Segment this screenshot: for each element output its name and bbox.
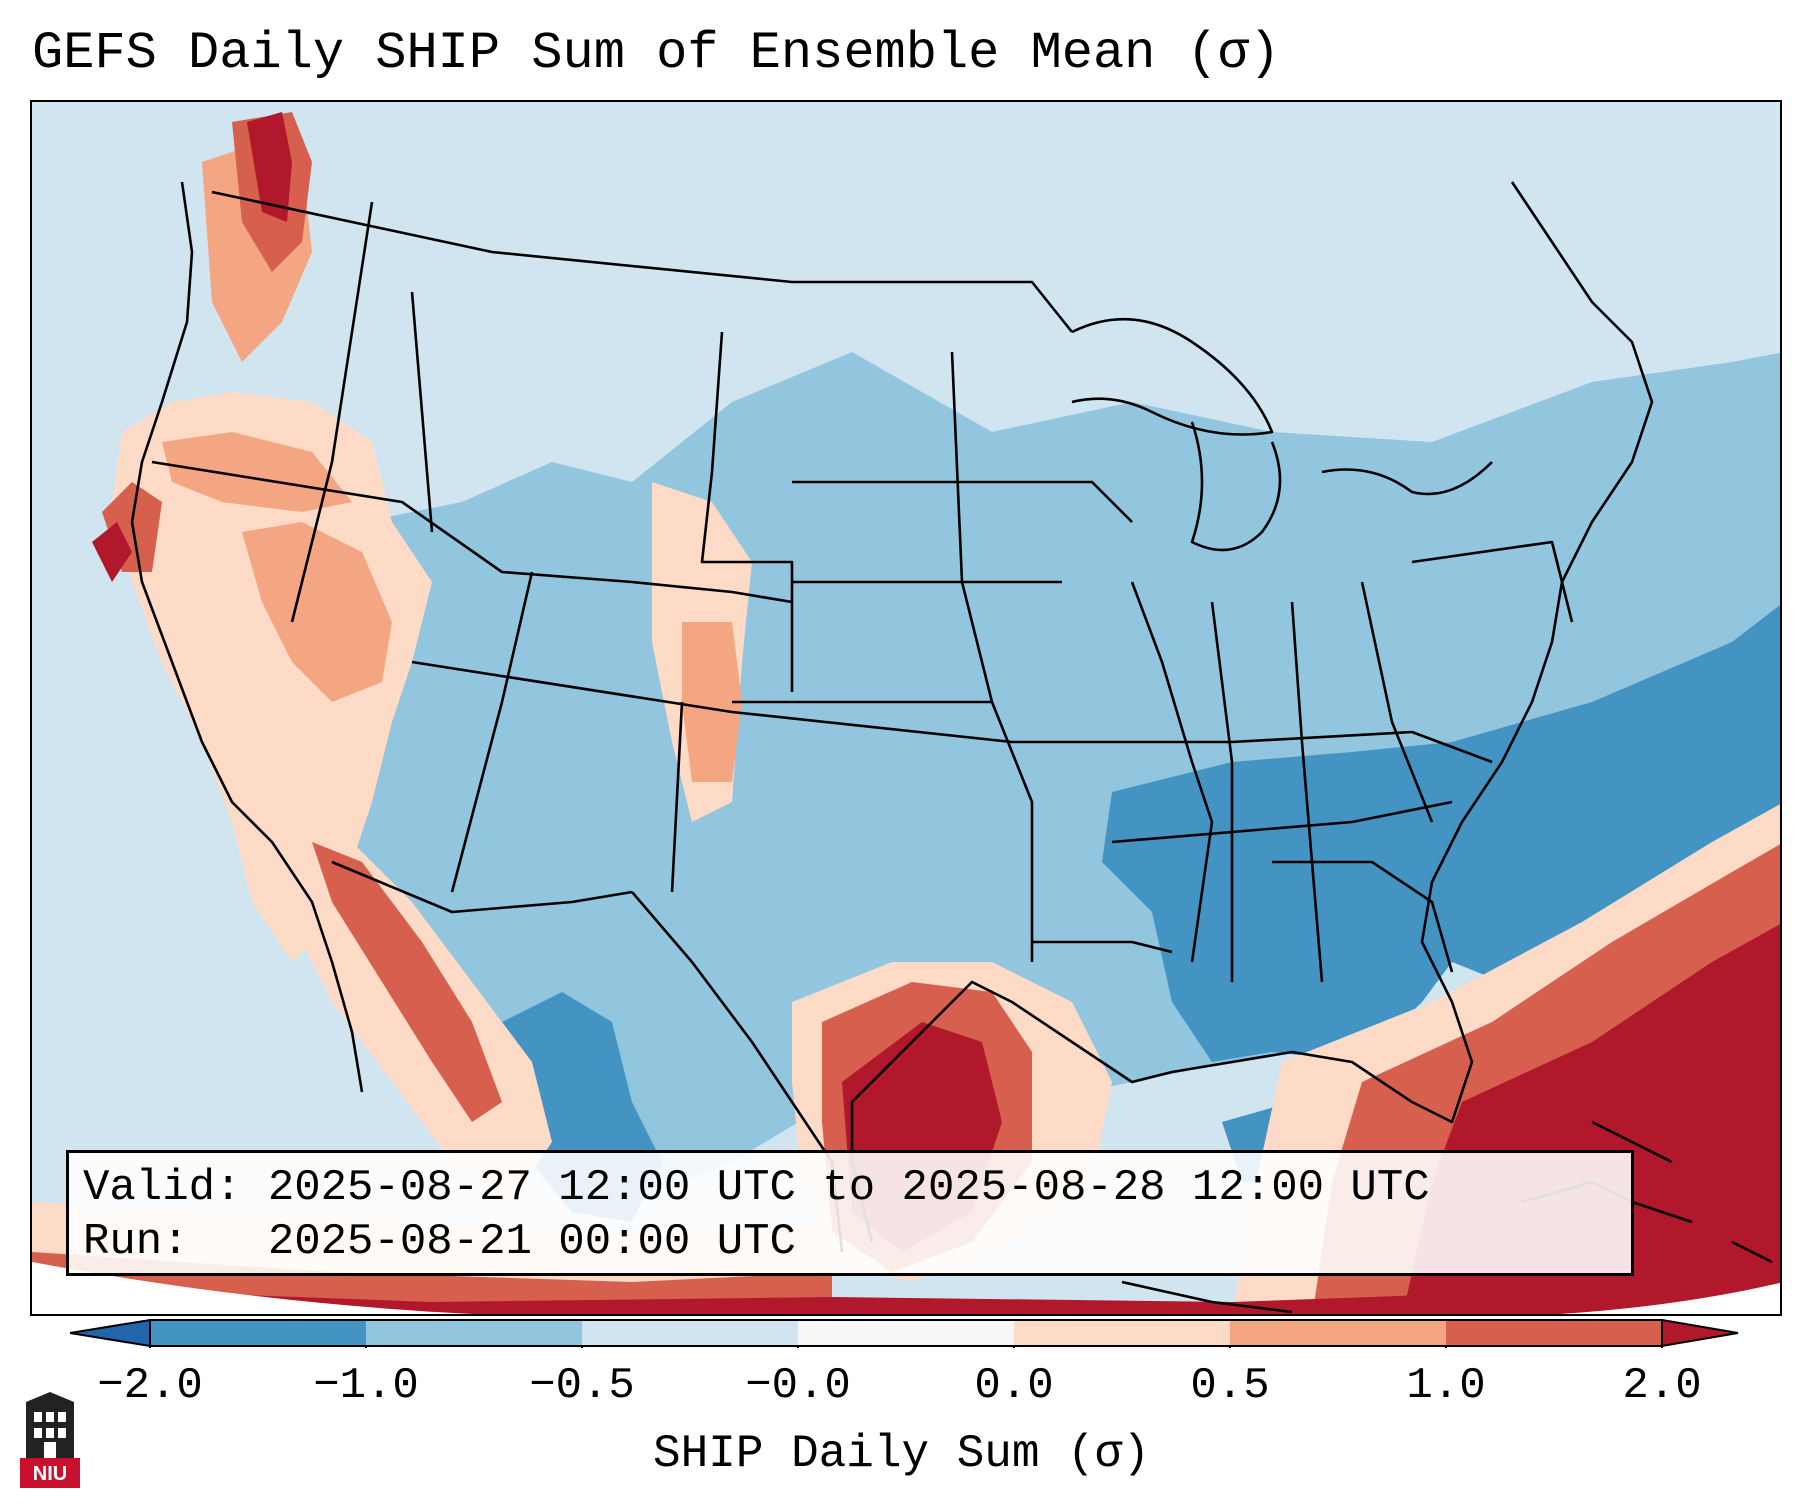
region-west-coast-warm [112, 392, 432, 962]
projection-edge-right [1559, 1282, 1780, 1314]
run-label: Run: [83, 1217, 189, 1267]
colorbar-extend-low [70, 1318, 151, 1348]
colorbar-tick-label: 0.0 [974, 1361, 1054, 1411]
run-value: 2025-08-21 00:00 UTC [267, 1217, 796, 1267]
validity-info-box: Valid: 2025-08-27 12:00 UTC to 2025-08-2… [66, 1150, 1634, 1276]
logo-text: NIU [33, 1463, 67, 1485]
region-oregon-warm [162, 432, 352, 512]
colorbar-seg-1 [150, 1320, 366, 1346]
region-colorado-hot [682, 622, 742, 782]
colorbar-seg-4 [798, 1320, 1014, 1346]
map-panel [30, 100, 1782, 1316]
colorbar-tick-label: 0.5 [1190, 1361, 1270, 1411]
valid-row: Valid: 2025-08-27 12:00 UTC to 2025-08-2… [83, 1161, 1617, 1215]
niu-logo: NIU [20, 1392, 80, 1488]
valid-label: Valid: [83, 1163, 242, 1213]
region-washington-hottest [247, 112, 292, 222]
colorbar [70, 1318, 1739, 1348]
colorbar-axis-label: SHIP Daily Sum (σ) [653, 1428, 1150, 1480]
colorbar-tick-marks [149, 1346, 1663, 1348]
region-baja-hot [312, 842, 502, 1122]
colorbar-tick-label: 2.0 [1622, 1361, 1702, 1411]
colorbar-seg-2 [366, 1320, 582, 1346]
projection-edge-left [32, 1262, 473, 1314]
colorbar-tick-label: −2.0 [97, 1361, 203, 1411]
region-atlantic-darkblue [1462, 624, 1780, 932]
region-nevada-warm [242, 522, 392, 702]
colorbar-seg-6 [1230, 1320, 1446, 1346]
region-south-edge-hottest [32, 1282, 1780, 1314]
colorbar-tick-label: −0.0 [745, 1361, 851, 1411]
colorbar-tick-label: −0.5 [529, 1361, 635, 1411]
run-row: Run: 2025-08-21 00:00 UTC [83, 1215, 1617, 1269]
valid-value: 2025-08-27 12:00 UTC to 2025-08-28 12:00… [267, 1163, 1430, 1213]
colorbar-outline [149, 1319, 1663, 1347]
colorbar-extend-high [1661, 1318, 1739, 1348]
coastlines-borders [130, 181, 1773, 1314]
colorbar-tick-label: 1.0 [1406, 1361, 1486, 1411]
anomaly-map [32, 102, 1780, 1314]
colorbar-tick-label: −1.0 [313, 1361, 419, 1411]
logo-banner [20, 1458, 80, 1488]
colorbar-seg-3 [582, 1320, 798, 1346]
region-cal-coast-hotter [92, 522, 132, 582]
colorbar-seg-7 [1446, 1320, 1662, 1346]
chart-title: GEFS Daily SHIP Sum of Ensemble Mean (σ) [32, 24, 1281, 83]
colorbar-seg-5 [1014, 1320, 1230, 1346]
